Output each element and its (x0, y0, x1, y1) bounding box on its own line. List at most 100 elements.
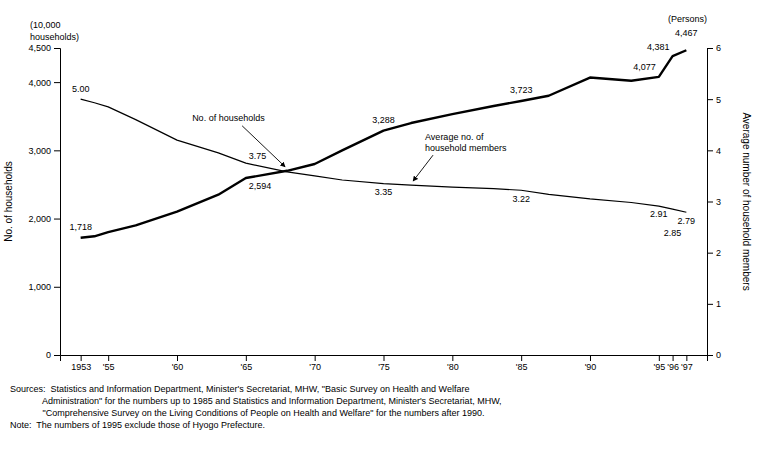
y2-axis: 0 1 2 3 4 5 6 (707, 43, 721, 360)
note-line: Note: The numbers of 1995 exclude those … (10, 420, 265, 430)
tick-mark (452, 355, 453, 361)
tick-mark (54, 150, 60, 151)
y-unit-label: (10,000 (30, 20, 61, 30)
tick: 1953 (71, 355, 91, 372)
data-label: 3.75 (249, 151, 267, 161)
tick-label: '85 (516, 362, 528, 372)
tick-label: 2 (716, 248, 721, 258)
tick-label: 1 (716, 299, 721, 309)
tick-mark (590, 355, 591, 361)
data-label: 4,381 (647, 42, 670, 52)
data-label: 4,467 (675, 28, 698, 38)
data-label: 2.79 (678, 216, 696, 226)
note-line: Administration" for the numbers up to 19… (10, 396, 502, 406)
tick-label: '90 (585, 362, 597, 372)
tick-mark (707, 99, 713, 100)
tick-label: 4 (716, 146, 721, 156)
tick-mark (707, 355, 713, 356)
series-annotation: No. of households (192, 113, 265, 123)
tick-label: '65 (240, 362, 252, 372)
tick: 1 (707, 299, 721, 309)
data-label: 3.35 (375, 187, 393, 197)
data-label: 1,718 (69, 222, 92, 232)
x-axis: 1953 '55 '60 '65 '70 '75 '80 '85 '90 '95'96'97 (61, 355, 708, 372)
tick-mark (659, 355, 660, 361)
data-label: 3.22 (512, 194, 530, 204)
tick-mark (707, 150, 713, 151)
data-label: 2.91 (650, 209, 668, 219)
y-unit-label: households) (30, 32, 79, 42)
tick-mark (54, 355, 60, 356)
tick: 2 (707, 248, 721, 258)
tick-mark (54, 82, 60, 83)
data-labels: 1,718 2,594 3,288 3,723 4,077 4,381 4,467 5.00 3… (69, 28, 697, 237)
tick: 5 (707, 95, 721, 105)
tick-mark (707, 48, 713, 49)
tick: '75 (378, 355, 390, 372)
data-label: 5.00 (72, 84, 90, 94)
tick-label: '96 (667, 362, 679, 372)
tick-mark (54, 219, 60, 220)
tick-mark (177, 355, 178, 361)
data-label: 3,288 (372, 115, 395, 125)
tick-label: 3 (716, 197, 721, 207)
tick-label: '55 (103, 362, 115, 372)
tick-mark (707, 304, 713, 305)
tick-mark (384, 355, 385, 361)
tick: '90 (585, 355, 597, 372)
tick-label: '80 (447, 362, 459, 372)
tick: '95 (653, 355, 665, 372)
tick-mark (54, 287, 60, 288)
tick-label: '70 (309, 362, 321, 372)
tick: '55 (103, 355, 115, 372)
tick-label: 3,000 (28, 146, 51, 156)
y2-unit-label: (Persons) (668, 14, 707, 24)
tick-label: '75 (378, 362, 390, 372)
tick: '85 (516, 355, 528, 372)
tick-label: 0 (46, 350, 51, 360)
series-line (81, 99, 687, 212)
chart-svg: 1953 '55 '60 '65 '70 '75 '80 '85 '90 '95'96'97 0 1,… (0, 0, 757, 455)
tick: '60 (172, 355, 184, 372)
tick-label: 6 (716, 43, 721, 53)
tick: 6 (707, 43, 721, 53)
tick: 4 (707, 146, 721, 156)
tick-label: '97 (681, 362, 693, 372)
tick-mark (521, 355, 522, 361)
tick: 1,000 (28, 282, 60, 292)
y-axis-title: No. of households (3, 161, 14, 242)
plot-root: 1953 '55 '60 '65 '70 '75 '80 '85 '90 '95'96'97 0 1,… (3, 14, 752, 372)
tick-mark (54, 48, 60, 49)
series-line (81, 50, 687, 238)
data-label: 4,077 (633, 62, 656, 72)
tick-mark (707, 202, 713, 203)
tick: 2,000 (28, 214, 60, 224)
notes: Sources: Statistics and Information Depa… (10, 384, 502, 430)
tick-label: 1953 (71, 362, 91, 372)
tick-label: 0 (716, 350, 721, 360)
tick-label: 2,000 (28, 214, 51, 224)
data-label: 3,723 (510, 85, 533, 95)
tick-label: 1,000 (28, 282, 51, 292)
tick-label: '60 (172, 362, 184, 372)
tick-label: '95 (653, 362, 665, 372)
data-label: 2,594 (249, 181, 272, 191)
tick: 0 (46, 350, 60, 360)
tick-mark (246, 355, 247, 361)
axis-line (708, 49, 714, 356)
tick: 3,000 (28, 146, 60, 156)
series-annotation: Average no. ofhousehold members (425, 132, 507, 153)
tick-mark (686, 355, 687, 361)
chart-container: 1953 '55 '60 '65 '70 '75 '80 '85 '90 '95'96'97 0 1,… (0, 0, 757, 455)
tick-label: 5 (716, 95, 721, 105)
tick-mark (707, 253, 713, 254)
tick-mark (315, 355, 316, 361)
tick-label: 4,000 (28, 77, 51, 87)
tick: 3 (707, 197, 721, 207)
tick: 4,000 (28, 77, 60, 87)
tick: '97 (681, 355, 693, 372)
axis-line (54, 49, 61, 356)
tick-mark (673, 355, 674, 361)
tick: '65 (240, 355, 252, 372)
annotation-arrow (242, 126, 285, 167)
